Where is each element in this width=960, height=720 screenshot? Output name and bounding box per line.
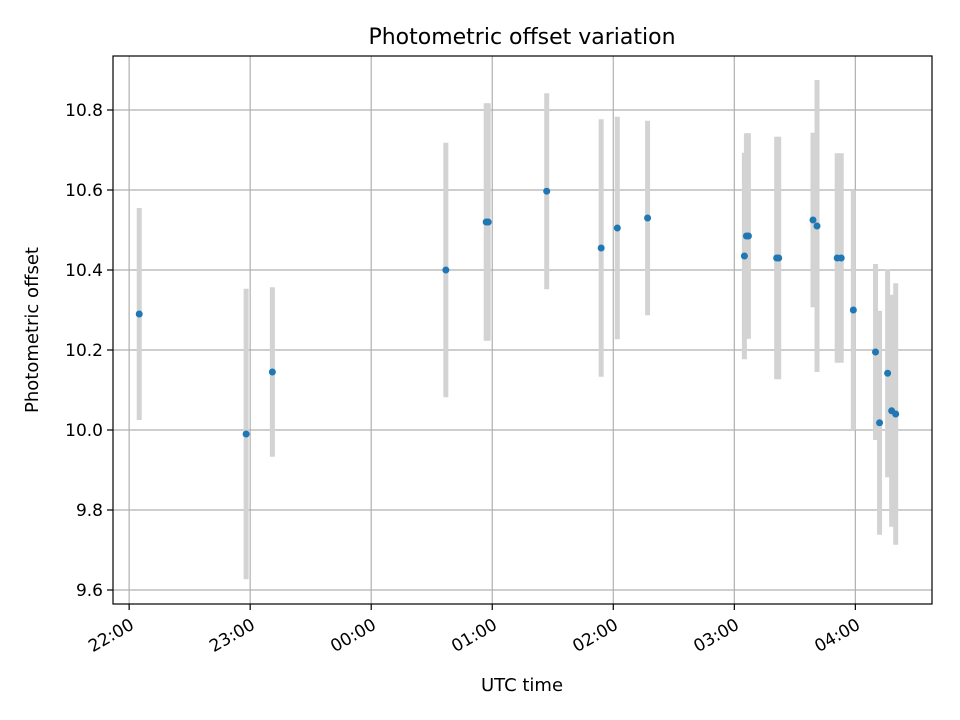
data-point [268,368,276,376]
plot-frame [112,55,933,605]
data-point [484,218,492,226]
y-tick-label: 9.8 [76,501,103,521]
data-point [644,214,652,222]
y-tick-label: 10.6 [65,181,103,201]
x-tick-label: 22:00 [85,615,137,657]
data-point [837,254,845,262]
data-point [813,222,821,230]
data-points [135,187,900,438]
chart-title: Photometric offset variation [368,25,675,50]
data-point [884,369,892,377]
y-tick-label: 10.8 [65,101,103,121]
data-point [775,254,783,262]
data-point [242,430,250,438]
x-axis-ticks: 22:00 23:00 00:00 01:00 02:00 03:00 04:00 [85,604,864,657]
x-tick-label: 03:00 [690,615,742,657]
data-point [872,348,880,356]
x-axis-label: UTC time [481,675,563,696]
data-point [876,419,884,427]
data-point [597,244,605,252]
data-point [442,266,450,274]
x-tick-label: 04:00 [811,615,863,657]
error-bars [136,80,899,580]
data-point [892,410,900,418]
y-tick-label: 9.6 [76,581,103,601]
x-tick-label: 00:00 [327,615,379,657]
x-tick-label: 23:00 [206,615,258,657]
y-tick-label: 10.2 [65,341,103,361]
y-tick-label: 10.4 [65,261,103,281]
data-point [543,187,551,195]
data-point [740,252,748,260]
data-point [613,224,621,232]
y-tick-label: 10.0 [65,421,103,441]
data-point [744,232,752,240]
y-axis-label: Photometric offset [22,247,43,413]
x-tick-label: 02:00 [569,615,621,657]
data-point [849,306,857,314]
grid [113,56,932,604]
x-tick-label: 01:00 [448,615,500,657]
y-axis-ticks: 9.6 9.8 10.0 10.2 10.4 10.6 10.8 [65,101,113,601]
data-point [809,216,817,224]
data-point [135,310,143,318]
